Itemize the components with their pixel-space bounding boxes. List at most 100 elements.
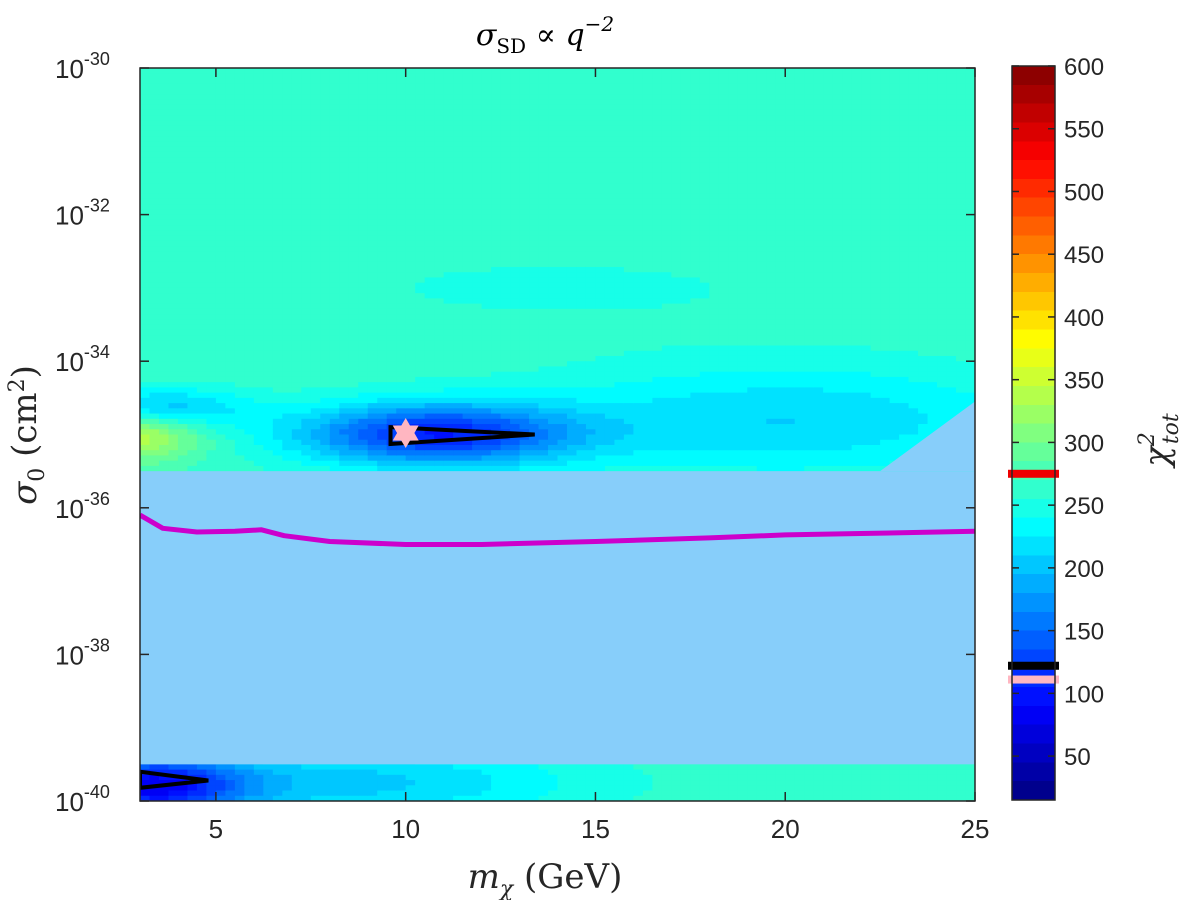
heatmap-cell: [234, 314, 245, 320]
heatmap-cell: [329, 214, 340, 221]
heatmap-cell: [225, 219, 236, 226]
heatmap-cell: [396, 204, 407, 210]
heatmap-cell: [453, 94, 464, 101]
heatmap-cell: [348, 397, 359, 404]
heatmap-cell: [443, 130, 454, 137]
heatmap-cell: [367, 329, 378, 336]
heatmap-cell: [367, 120, 378, 127]
heatmap-cell: [415, 376, 426, 383]
heatmap-cell: [443, 429, 454, 436]
heatmap-cell: [263, 151, 274, 158]
heatmap-cell: [206, 277, 217, 284]
heatmap-cell: [367, 246, 378, 252]
heatmap-cell: [396, 371, 407, 378]
heatmap-cell: [339, 795, 350, 801]
heatmap-cell: [472, 240, 483, 247]
heatmap-cell: [377, 235, 388, 242]
heatmap-cell: [472, 329, 483, 336]
heatmap-cell: [405, 219, 416, 226]
heatmap-cell: [472, 230, 483, 237]
heatmap-cell: [424, 246, 435, 252]
heatmap-cell: [272, 366, 283, 373]
heatmap-cell: [158, 314, 170, 320]
heatmap-cell: [386, 78, 397, 85]
heatmap-cell: [424, 403, 435, 409]
heatmap-cell: [140, 188, 151, 195]
heatmap-cell: [329, 209, 340, 216]
heatmap-cell: [196, 246, 208, 252]
heatmap-cell: [443, 204, 454, 210]
heatmap-cell: [140, 246, 151, 252]
heatmap-cell: [168, 177, 179, 184]
heatmap-cell: [434, 130, 445, 137]
heatmap-cell: [272, 293, 283, 299]
heatmap-cell: [291, 282, 302, 289]
heatmap-cell: [358, 324, 369, 331]
heatmap-cell: [310, 125, 321, 132]
heatmap-cell: [405, 266, 416, 273]
heatmap-cell: [415, 136, 426, 142]
heatmap-cell: [434, 109, 445, 116]
heatmap-cell: [234, 256, 245, 263]
heatmap-cell: [443, 94, 454, 101]
heatmap-cell: [301, 439, 312, 446]
heatmap-cell: [158, 795, 170, 801]
heatmap-cell: [358, 99, 369, 106]
heatmap-cell: [291, 99, 302, 106]
heatmap-cell: [253, 303, 264, 310]
heatmap-cell: [253, 266, 264, 273]
heatmap-cell: [424, 335, 435, 341]
heatmap-cell: [196, 68, 208, 74]
heatmap-cell: [140, 314, 151, 320]
heatmap-cell: [301, 277, 312, 284]
heatmap-cell: [377, 335, 388, 341]
heatmap-cell: [206, 130, 217, 137]
heatmap-cell: [358, 120, 369, 127]
heatmap-cell: [339, 73, 350, 80]
heatmap-cell: [310, 366, 321, 373]
heatmap-cell: [244, 371, 255, 378]
heatmap-cell: [377, 230, 388, 237]
heatmap-cell: [320, 94, 331, 101]
heatmap-cell: [140, 460, 151, 467]
heatmap-cell: [310, 764, 321, 771]
heatmap-cell: [367, 109, 378, 116]
heatmap-cell: [244, 397, 255, 404]
heatmap-cell: [453, 774, 464, 781]
heatmap-cell: [405, 99, 416, 106]
heatmap-cell: [377, 450, 388, 457]
heatmap-cell: [301, 314, 312, 320]
heatmap-cell: [320, 204, 331, 210]
heatmap-cell: [149, 230, 160, 237]
heatmap-cell: [215, 350, 226, 357]
heatmap-cell: [206, 376, 217, 383]
heatmap-cell: [367, 350, 378, 357]
heatmap-cell: [462, 392, 473, 399]
heatmap-cell: [272, 444, 283, 451]
heatmap-cell: [244, 157, 255, 163]
heatmap-cell: [310, 335, 321, 341]
heatmap-cell: [177, 319, 189, 326]
heatmap-cell: [462, 256, 473, 263]
heatmap-cell: [415, 392, 426, 399]
heatmap-cell: [424, 230, 435, 237]
heatmap-cell: [310, 141, 321, 148]
heatmap-cell: [462, 785, 473, 792]
heatmap-cell: [472, 418, 483, 425]
heatmap-cell: [405, 88, 416, 95]
heatmap-cell: [462, 141, 473, 148]
heatmap-cell: [358, 319, 369, 326]
heatmap-cell: [301, 94, 312, 101]
heatmap-cell: [263, 455, 274, 462]
heatmap-cell: [415, 298, 426, 305]
heatmap-cell: [187, 408, 198, 415]
heatmap-cell: [263, 272, 274, 279]
heatmap-cell: [462, 371, 473, 378]
heatmap-cell: [329, 88, 340, 95]
heatmap-cell: [140, 392, 151, 399]
heatmap-cell: [462, 151, 473, 158]
heatmap-cell: [386, 109, 397, 116]
heatmap-cell: [415, 780, 426, 786]
heatmap-cell: [424, 94, 435, 101]
heatmap-cell: [225, 177, 236, 184]
